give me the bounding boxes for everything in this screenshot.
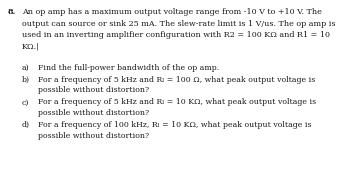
Text: a): a) (22, 64, 30, 72)
Text: possible without distortion?: possible without distortion? (38, 132, 149, 139)
Text: possible without distortion?: possible without distortion? (38, 86, 149, 94)
Text: c): c) (22, 98, 29, 106)
Text: output can source or sink 25 mA. The slew-rate limit is 1 V/us. The op amp is: output can source or sink 25 mA. The sle… (22, 19, 336, 27)
Text: Find the full-power bandwidth of the op amp.: Find the full-power bandwidth of the op … (38, 64, 219, 72)
Text: used in an inverting amplifier configuration with R2 = 100 KΩ and R1 = 10: used in an inverting amplifier configura… (22, 31, 330, 39)
Text: For a frequency of 5 kHz and Rₗ = 100 Ω, what peak output voltage is: For a frequency of 5 kHz and Rₗ = 100 Ω,… (38, 76, 315, 84)
Text: For a frequency of 5 kHz and Rₗ = 10 KΩ, what peak output voltage is: For a frequency of 5 kHz and Rₗ = 10 KΩ,… (38, 98, 316, 106)
Text: 8.: 8. (8, 8, 16, 16)
Text: d): d) (22, 121, 30, 129)
Text: KΩ.|: KΩ.| (22, 43, 40, 50)
Text: b): b) (22, 76, 30, 84)
Text: For a frequency of 100 kHz, Rₗ = 10 KΩ, what peak output voltage is: For a frequency of 100 kHz, Rₗ = 10 KΩ, … (38, 121, 312, 129)
Text: possible without distortion?: possible without distortion? (38, 109, 149, 117)
Text: An op amp has a maximum output voltage range from -10 V to +10 V. The: An op amp has a maximum output voltage r… (22, 8, 322, 16)
